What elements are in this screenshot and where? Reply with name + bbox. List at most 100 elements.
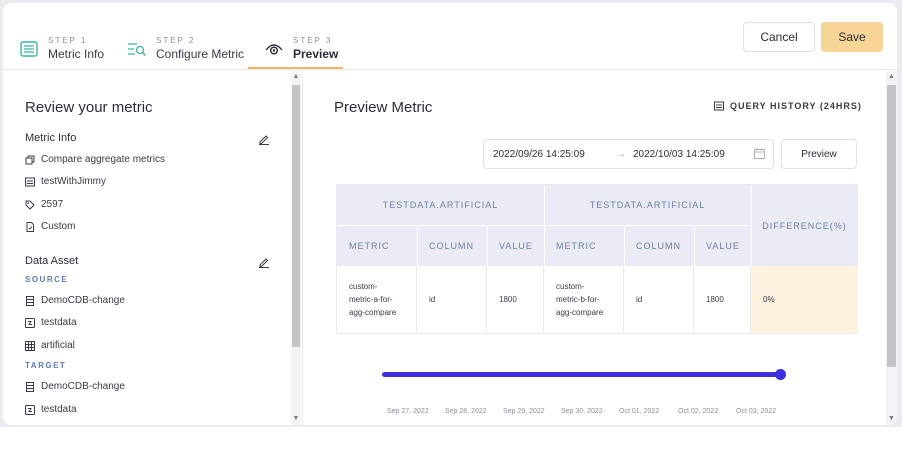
preview-title: Preview Metric (334, 99, 433, 116)
cell-metric-b: custom- metric-b-for- agg-compare (544, 266, 624, 333)
eye-icon (264, 39, 284, 59)
metric-name-row: testWithJimmy (25, 176, 106, 187)
preview-button[interactable]: Preview (781, 139, 857, 169)
header-divider (694, 225, 695, 266)
review-panel: Review your metric Metric Info Compare a… (3, 71, 303, 425)
cell-value-b: 1800 (694, 266, 751, 333)
edit-metric-info-icon[interactable] (258, 132, 270, 145)
col-column-b: COLUMN (624, 225, 694, 266)
metric-wizard: STEP 1 Metric Info STEP 2 Configure Metr… (3, 3, 897, 425)
source-datasource-row: DemoCDB-change (25, 295, 125, 306)
step-preview[interactable]: STEP 3 Preview (264, 36, 338, 61)
col-value-b: VALUE (694, 225, 751, 266)
header-divider (417, 225, 418, 266)
grid-icon (25, 340, 35, 351)
header-divider (487, 225, 488, 266)
timeline-tick: Sep 27, 2022 (387, 408, 429, 415)
metric-source-row: Custom (25, 221, 75, 232)
target-datasource-row: DemoCDB-change (25, 381, 125, 392)
col-metric-a: METRIC (337, 225, 417, 266)
metric-source: Custom (41, 221, 76, 232)
header-divider (337, 225, 751, 226)
slider-handle[interactable] (775, 369, 786, 380)
query-history-label: QUERY HISTORY (24HRS) (730, 101, 862, 111)
active-step-indicator (248, 67, 343, 69)
col-metric-b: METRIC (544, 225, 624, 266)
metric-type: Compare aggregate metrics (41, 154, 165, 165)
cell-column-a: id (417, 266, 487, 333)
step-name: Metric Info (48, 47, 105, 61)
metric-info-title: Metric Info (25, 132, 77, 144)
date-range-picker[interactable]: 2022/09/26 14:25:09 → 2022/10/03 14:25:0… (483, 139, 774, 169)
history-icon (714, 101, 724, 111)
scroll-down-icon[interactable]: ▼ (888, 415, 895, 422)
scroll-thumb[interactable] (887, 85, 896, 367)
slider-track[interactable] (382, 372, 780, 377)
scroll-up-icon[interactable]: ▲ (292, 73, 300, 80)
header-divider (751, 185, 752, 266)
timeline-tick: Oct 02, 2022 (678, 408, 719, 415)
source-table: artificial (41, 340, 75, 351)
step-configure-metric[interactable]: STEP 2 Configure Metric (127, 36, 244, 61)
range-arrow-icon: → (616, 149, 626, 160)
cell-difference: 0% (751, 266, 858, 333)
step-label: STEP 3 (293, 36, 333, 45)
timeline-tick: Sep 28, 2022 (445, 408, 487, 415)
page-background (0, 427, 902, 450)
comparison-table: TESTDATA.ARTIFICIAL TESTDATA.ARTIFICIAL … (336, 184, 858, 334)
source-schema-row: testdata (25, 317, 77, 328)
metric-id-row: 2597 (25, 199, 63, 210)
timeline-tick: Oct 01, 2022 (619, 408, 660, 415)
timeline-tick: Sep 29, 2022 (503, 408, 545, 415)
source-datasource: DemoCDB-change (41, 295, 125, 306)
timeline-tick: Sep 30, 2022 (561, 408, 603, 415)
filter-search-icon (127, 39, 147, 59)
target-label: TARGET (25, 361, 67, 370)
end-date[interactable]: 2022/10/03 14:25:09 (633, 149, 725, 160)
cell-metric-a: custom- metric-a-for- agg-compare (337, 266, 417, 333)
source-label: SOURCE (25, 275, 69, 284)
file-icon (25, 221, 35, 232)
query-history-link[interactable]: QUERY HISTORY (24HRS) (714, 101, 862, 111)
database-icon (25, 295, 35, 306)
target-datasource: DemoCDB-change (41, 381, 125, 392)
cell-value-a: 1800 (487, 266, 544, 333)
schema-icon (25, 317, 35, 328)
save-button[interactable]: Save (821, 22, 883, 52)
col-column-a: COLUMN (417, 225, 487, 266)
scroll-up-icon[interactable]: ▲ (888, 73, 895, 80)
time-range-slider[interactable] (382, 369, 786, 381)
copy-icon (25, 155, 35, 165)
header-divider (624, 225, 625, 266)
target-schema-row: testdata (25, 404, 77, 415)
calendar-icon[interactable] (754, 148, 765, 162)
step-label: STEP 2 (156, 36, 196, 45)
wizard-header: STEP 1 Metric Info STEP 2 Configure Metr… (3, 3, 897, 70)
scroll-thumb[interactable] (292, 85, 300, 347)
tag-icon (25, 200, 35, 210)
preview-scrollbar[interactable]: ▲ ▼ (886, 71, 897, 425)
metric-type-row: Compare aggregate metrics (25, 154, 165, 165)
step-name: Preview (293, 47, 339, 61)
step-name: Configure Metric (156, 47, 245, 61)
scroll-down-icon[interactable]: ▼ (292, 415, 300, 422)
metric-id: 2597 (41, 199, 64, 210)
review-scrollbar[interactable]: ▲ ▼ (291, 71, 301, 425)
preview-panel: Preview Metric QUERY HISTORY (24HRS) 202… (305, 71, 883, 425)
col-value-a: VALUE (487, 225, 544, 266)
cell-column-b: id (624, 266, 694, 333)
target-schema: testdata (41, 404, 77, 415)
table-icon (25, 177, 35, 187)
step-metric-info[interactable]: STEP 1 Metric Info (19, 36, 104, 61)
difference-header: DIFFERENCE(%) (751, 185, 858, 266)
list-icon (19, 39, 39, 59)
cancel-button[interactable]: Cancel (743, 22, 815, 52)
database-icon (25, 381, 35, 392)
review-title: Review your metric (25, 99, 153, 116)
start-date[interactable]: 2022/09/26 14:25:09 (493, 149, 585, 160)
timeline-tick: Oct 03, 2022 (736, 408, 777, 415)
edit-data-asset-icon[interactable] (258, 255, 270, 268)
group-header-a: TESTDATA.ARTIFICIAL (337, 185, 544, 225)
metric-name: testWithJimmy (41, 176, 106, 187)
source-table-row: artificial (25, 340, 75, 351)
